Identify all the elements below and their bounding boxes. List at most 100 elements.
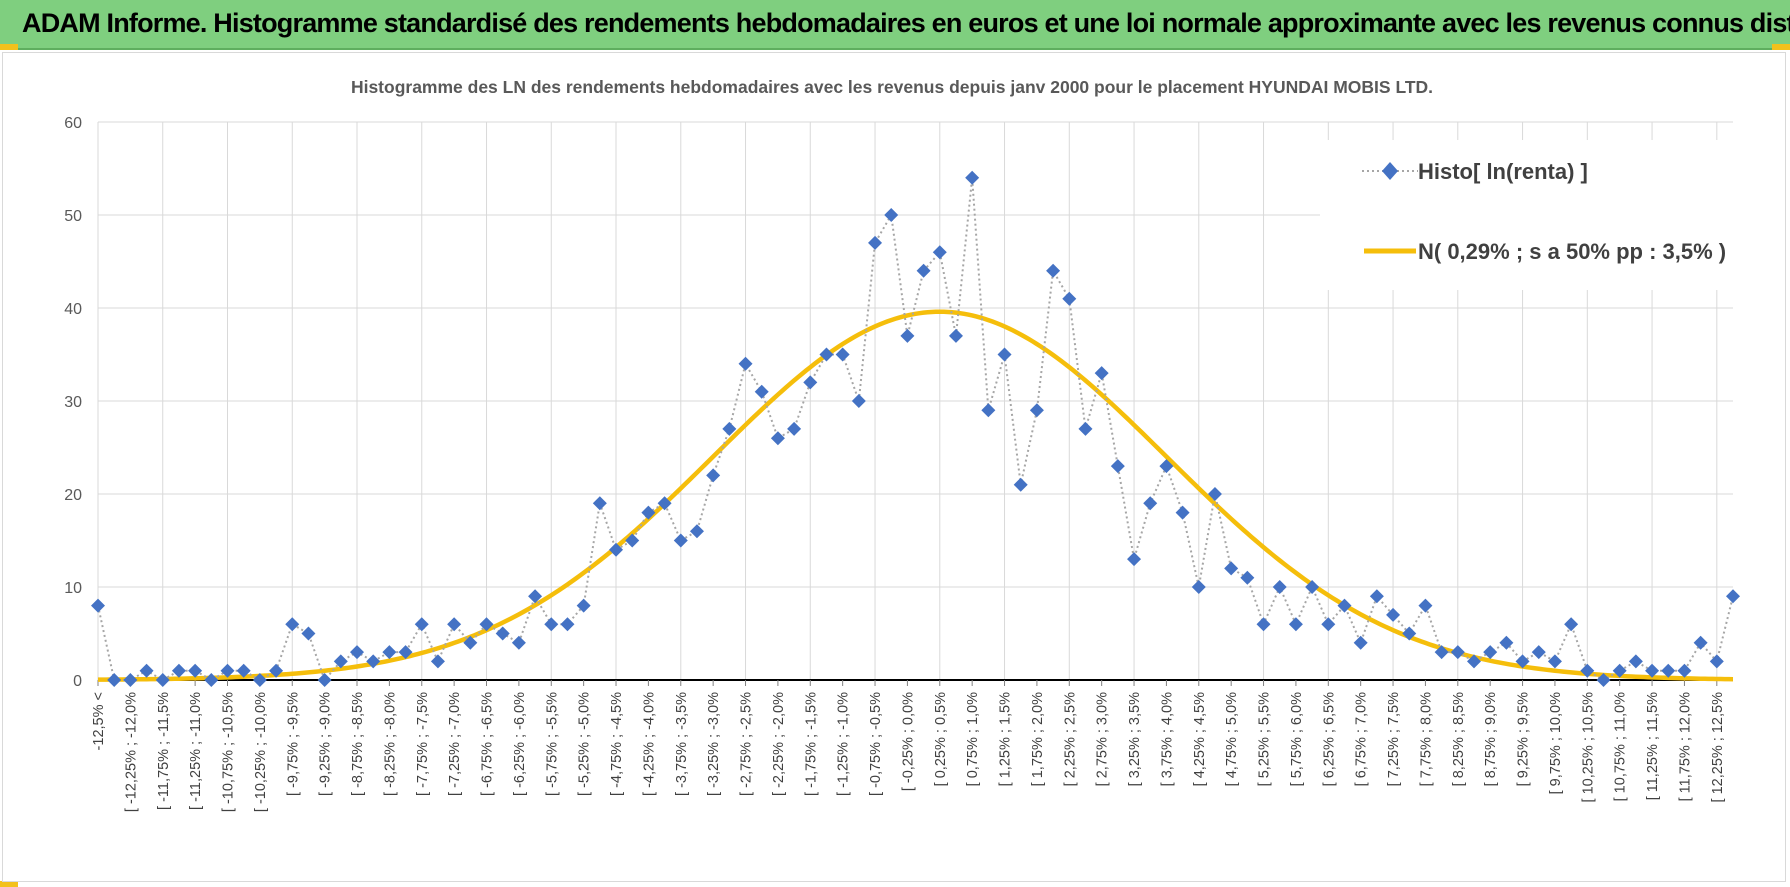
histogram-point (1709, 654, 1724, 669)
histogram-series-layer (91, 170, 1740, 687)
normal-curve-layer (97, 309, 1734, 682)
histogram-point (560, 617, 575, 632)
histogram-point (1256, 617, 1271, 632)
histogram-point (1143, 496, 1158, 511)
x-tick-label: [ 4,75% ; 5,0% (1224, 692, 1240, 786)
x-tick-label: [ 1,25% ; 1,5% (998, 692, 1014, 786)
histogram-point (1434, 645, 1449, 660)
histogram-point (1127, 552, 1142, 567)
histogram-point (171, 663, 186, 678)
histogram-point (1369, 589, 1384, 604)
x-tick-label: [ 0,75% ; 1,0% (965, 692, 981, 786)
x-tick-label: [ -1,75% ; -1,5% (803, 692, 819, 796)
histogram-point (657, 496, 672, 511)
histogram-point (528, 589, 543, 604)
x-tick-label: [ 6,75% ; 7,0% (1354, 692, 1370, 786)
histogram-point (511, 635, 526, 650)
x-tick-label: [ 3,25% ; 3,5% (1127, 692, 1143, 786)
legend-histo-marker-icon (1382, 162, 1398, 180)
x-tick-label: [ -3,75% ; -3,5% (674, 692, 690, 796)
x-tick-label: [ -9,25% ; -9,0% (318, 692, 334, 796)
histogram-point (1466, 654, 1481, 669)
histogram-point (301, 626, 316, 641)
histogram-point (139, 663, 154, 678)
x-tick-label: [ -11,75% ; -11,5% (156, 692, 172, 810)
x-tick-label: [ -5,75% ; -5,5% (544, 692, 560, 796)
histogram-point (1483, 645, 1498, 660)
y-tick-label: 20 (64, 487, 82, 504)
histogram-point (1094, 366, 1109, 381)
histogram-point (123, 673, 138, 687)
histogram-point (1693, 635, 1708, 650)
chart-frame (2, 52, 1786, 882)
x-tick-label: [ -8,25% ; -8,0% (382, 692, 398, 796)
x-tick-label: [ 10,75% ; 11,0% (1613, 692, 1629, 801)
histogram-point (1386, 607, 1401, 622)
histogram-point (932, 245, 947, 260)
x-tick-label: [ -7,75% ; -7,5% (415, 692, 431, 796)
histogram-point (285, 617, 300, 632)
histogram-point (835, 347, 850, 362)
histogram-point (706, 468, 721, 483)
histogram-point (1499, 635, 1514, 650)
y-tick-label: 50 (64, 208, 82, 225)
histogram-point (463, 635, 478, 650)
histogram-point (1240, 570, 1255, 585)
histogram-point (204, 673, 219, 687)
normal-curve (97, 309, 1734, 682)
histogram-point (689, 524, 704, 539)
x-tick-label: [ -3,25% ; -3,0% (706, 692, 722, 796)
x-tick-label: [ -2,75% ; -2,5% (739, 692, 755, 796)
histogram-point (430, 654, 445, 669)
x-tick-label: [ 1,75% ; 2,0% (1030, 692, 1046, 786)
y-tick-label: 60 (64, 115, 82, 132)
histogram-point (495, 626, 510, 641)
x-tick-label: [ -11,25% ; -11,0% (188, 692, 204, 810)
corner-accent-right (1772, 44, 1790, 50)
histogram-point (1677, 663, 1692, 678)
report-banner: ADAM Informe. Histogramme standardisé de… (0, 0, 1790, 50)
x-tick-label: [ -5,25% ; -5,0% (577, 692, 593, 796)
histogram-point (317, 673, 332, 687)
histogram-point (382, 645, 397, 660)
histogram-point (1175, 505, 1190, 520)
histogram-point (1547, 654, 1562, 669)
histogram-point (576, 598, 591, 613)
x-tick-label: [ -8,75% ; -8,5% (350, 692, 366, 796)
x-tick-label: [ -6,25% ; -6,0% (512, 692, 528, 796)
histogram-point (641, 505, 656, 520)
histogram-point (1531, 645, 1546, 660)
histogram-point (1078, 421, 1093, 436)
histogram-point (851, 394, 866, 408)
legend-histo-label: Histo[ ln(renta) ] (1418, 159, 1588, 184)
grid-layer (97, 121, 1733, 681)
histogram-point (1515, 654, 1530, 669)
x-tick-label: -12,5% < (91, 692, 107, 750)
histogram-point (1013, 477, 1028, 492)
x-tick-label: [ -0,75% ; -0,5% (868, 692, 884, 796)
histogram-point (188, 663, 203, 678)
histogram-point (738, 356, 753, 371)
x-tick-label: [ 8,75% ; 9,0% (1483, 692, 1499, 786)
histogram-point (1046, 263, 1061, 278)
x-tick-label: [ -9,75% ; -9,5% (285, 692, 301, 796)
histogram-point (819, 347, 834, 362)
histogram-point (544, 617, 559, 632)
x-tick-label: [ 10,25% ; 10,5% (1580, 692, 1596, 803)
y-axis-ticks: 0 10 20 30 40 50 60 (64, 115, 82, 690)
x-tick-label: [ 6,25% ; 6,5% (1321, 692, 1337, 786)
report-title: ADAM Informe. Histogramme standardisé de… (22, 8, 1790, 38)
histogram-point (803, 375, 818, 390)
histogram-point (673, 533, 688, 548)
histogram-point (252, 673, 267, 687)
x-tick-label: [ -6,75% ; -6,5% (480, 692, 496, 796)
histogram-point (447, 617, 462, 632)
x-tick-label: [ 7,25% ; 7,5% (1386, 692, 1402, 786)
histogram-point (1029, 403, 1044, 418)
histogram-point (868, 235, 883, 250)
x-tick-label: [ -10,25% ; -10,0% (253, 692, 269, 812)
histogram-point (965, 170, 980, 185)
corner-accent-left (0, 44, 18, 50)
histogram-point (1580, 663, 1595, 678)
